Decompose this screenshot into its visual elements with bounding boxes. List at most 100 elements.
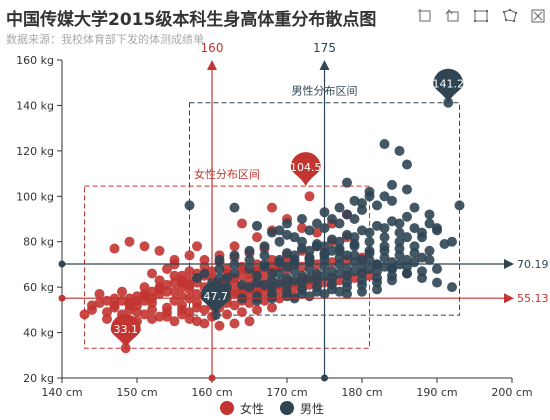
y-tick-label: 80 kg: [23, 236, 54, 249]
male-point: [402, 184, 412, 195]
male-point: [394, 236, 405, 247]
male-point: [289, 275, 300, 286]
rect-select-icon[interactable]: [471, 6, 491, 26]
male-height-start-dot: [321, 374, 328, 382]
male-max-pin: 141.2: [433, 68, 464, 103]
female-point: [229, 300, 240, 311]
x-tick-label: 140 cm: [41, 386, 82, 399]
x-tick-label: 170 cm: [266, 386, 307, 399]
zoom-icon[interactable]: [415, 6, 435, 26]
male-point: [447, 236, 457, 247]
male-point: [417, 266, 427, 277]
female-point: [124, 236, 135, 247]
male-height-label: 175: [313, 41, 336, 55]
male-point: [424, 209, 435, 220]
female-point: [192, 302, 202, 313]
female-point: [237, 307, 247, 318]
female-point: [192, 316, 202, 327]
female-point: [184, 275, 195, 286]
chart-subtitle: 数据来源：我校体育部下发的体测成绩单: [6, 33, 204, 46]
female-height-arrow: [207, 60, 217, 70]
male-point: [394, 227, 405, 238]
male-point: [282, 248, 292, 259]
clear-select-icon[interactable]: [528, 6, 548, 26]
male-point: [229, 250, 240, 261]
male-point: [237, 279, 247, 290]
female-point: [169, 316, 180, 327]
male-point: [244, 263, 255, 274]
male-point: [387, 275, 397, 286]
female-point: [199, 254, 210, 265]
male-point: [349, 214, 360, 224]
female-min-pin-shape: [110, 314, 141, 349]
female-range-label: 女性分布区间: [194, 167, 260, 181]
male-point: [334, 268, 345, 279]
female-point: [154, 311, 165, 322]
male-point: [304, 273, 315, 284]
x-tick-label: 200 cm: [491, 386, 532, 399]
male-point: [454, 200, 465, 211]
lasso-select-icon[interactable]: [500, 6, 520, 26]
y-tick-label: 120 kg: [16, 145, 54, 158]
male-point: [424, 254, 435, 265]
male-point: [327, 284, 337, 295]
male-point: [289, 232, 300, 243]
male-point: [394, 145, 405, 156]
male-point: [274, 225, 285, 236]
male-point: [274, 268, 285, 279]
female-avg-arrow: [504, 293, 514, 304]
female-max-pin-shape: [290, 152, 321, 187]
female-min-pin-label: 33.1: [114, 323, 139, 336]
male-point: [327, 234, 337, 245]
male-point: [357, 225, 367, 236]
legend-female-label: 女性: [240, 401, 265, 416]
legend-item-female[interactable]: 女性: [220, 399, 264, 417]
x-tick-label: 160 cm: [191, 386, 232, 399]
male-point: [252, 270, 262, 281]
male-point: [394, 218, 405, 229]
male-point: [214, 263, 225, 274]
x-tick-label: 180 cm: [341, 386, 382, 399]
male-point: [259, 241, 270, 252]
male-point: [214, 254, 225, 265]
female-point: [147, 286, 157, 297]
zoom-reset-icon[interactable]: [443, 6, 463, 26]
male-point: [432, 277, 442, 288]
male-point: [432, 263, 442, 274]
female-point: [229, 288, 240, 299]
male-point: [327, 214, 337, 224]
male-point: [364, 236, 375, 247]
male-point: [267, 268, 277, 279]
male-point: [214, 273, 225, 284]
male-point: [259, 250, 270, 261]
female-point: [162, 307, 172, 318]
legend-item-male[interactable]: 男性: [280, 399, 324, 417]
male-point: [229, 202, 240, 213]
female-point: [139, 309, 150, 320]
female-avg-start-dot: [58, 294, 66, 302]
male-point: [402, 211, 412, 222]
female-point: [252, 304, 262, 315]
female-point: [184, 250, 195, 261]
male-min-pin-label: 47.7: [204, 290, 229, 303]
male-point: [387, 179, 397, 190]
male-point: [334, 243, 345, 254]
male-avg-start-dot: [58, 260, 66, 268]
male-point: [312, 218, 322, 229]
male-point: [424, 245, 435, 256]
legend-male-label: 男性: [300, 401, 325, 416]
chart-title: 中国传媒大学2015级本科生身高体重分布散点图: [6, 10, 377, 30]
male-point: [402, 159, 412, 170]
male-point: [439, 238, 450, 249]
female-point: [162, 279, 172, 290]
female-point: [162, 263, 172, 274]
male-point: [372, 200, 382, 211]
male-point: [349, 238, 360, 249]
male-point: [424, 218, 435, 229]
female-height-label: 160: [201, 41, 224, 55]
female-point: [139, 241, 150, 252]
male-point: [222, 273, 232, 284]
female-min-pin: 33.1: [110, 314, 141, 349]
male-point: [184, 200, 195, 211]
